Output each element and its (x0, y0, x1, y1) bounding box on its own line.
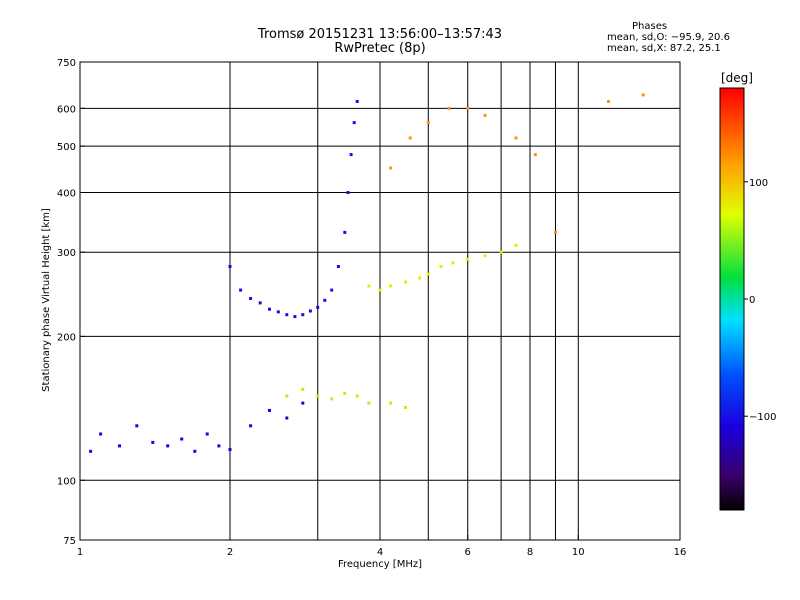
colorbar-tick-label: 0 (749, 295, 755, 306)
echo-point (151, 440, 155, 444)
chart-title: Tromsø 20151231 13:56:00–13:57:43 (257, 27, 503, 42)
echo-point (355, 100, 359, 103)
echo-point (466, 106, 470, 110)
colorbar-tick-label: −100 (749, 412, 776, 423)
echo-point (89, 449, 93, 453)
phase-stats-title: Phases (632, 21, 668, 32)
echo-point (193, 449, 197, 453)
echo-point (285, 394, 289, 398)
y-tick-label: 500 (57, 142, 76, 153)
echo-point (404, 406, 407, 409)
echo-point (367, 284, 371, 288)
phase-stats-o: mean, sd,O: −95.9, 20.6 (607, 32, 730, 43)
x-tick-label: 4 (377, 547, 383, 558)
echo-point (404, 280, 407, 284)
y-tick-label: 750 (57, 58, 76, 69)
echo-point (554, 230, 557, 234)
echo-point (378, 288, 382, 292)
echo-point (607, 100, 610, 103)
colorbar-tick-label: 100 (749, 178, 768, 189)
x-axis: 1 2 4 6 8 10 16 (77, 535, 687, 558)
echo-point (135, 424, 139, 428)
echo-point (276, 310, 280, 314)
y-axis: 75 100 200 300 400 500 600 750 (57, 58, 85, 547)
echo-point (301, 313, 305, 317)
x-tick-label: 8 (527, 547, 533, 558)
echo-point (439, 265, 443, 268)
echo-point (499, 250, 503, 254)
y-tick-label: 100 (57, 476, 76, 487)
echo-point (118, 444, 121, 448)
x-tick-label: 6 (465, 547, 471, 558)
echo-point (349, 153, 353, 157)
echo-point (293, 315, 297, 319)
echo-point (514, 243, 518, 247)
echo-point (308, 309, 312, 313)
echo-point (258, 301, 262, 305)
echo-point (426, 272, 430, 276)
echo-point (330, 288, 334, 292)
colorbar-ticks: 100 0 −100 (744, 178, 776, 423)
echo-point (205, 432, 209, 436)
echo-point (418, 276, 421, 280)
grid-layer (80, 62, 680, 540)
echo-point (426, 121, 430, 125)
echo-point (285, 416, 289, 420)
y-tick-label: 300 (57, 248, 76, 259)
echo-point (389, 166, 393, 170)
echo-point (483, 254, 487, 258)
x-tick-label: 16 (674, 547, 687, 558)
x-tick-label: 2 (227, 547, 233, 558)
phase-stats-x: mean, sd,X: 87.2, 25.1 (607, 43, 721, 54)
echo-point (228, 265, 232, 268)
echo-point (316, 394, 320, 398)
echo-point (336, 265, 340, 268)
echo-point (99, 432, 103, 436)
echo-point (343, 230, 347, 234)
echo-point (466, 257, 470, 261)
echo-point (343, 391, 347, 395)
echo-point (355, 394, 359, 398)
colorbar (719, 87, 745, 511)
echo-point (301, 401, 305, 405)
echo-point (239, 288, 243, 292)
echo-point (217, 444, 221, 448)
echo-point (408, 136, 412, 140)
y-tick-label: 600 (57, 104, 76, 115)
echo-point (447, 106, 451, 110)
y-axis-label: Stationary phase Virtual Height [km] (41, 208, 52, 392)
chart-subtitle: RwPretec (8p) (334, 41, 426, 56)
echo-point (330, 397, 334, 401)
echo-point (285, 313, 289, 317)
echo-point (316, 305, 320, 309)
echo-point (166, 444, 170, 448)
echo-point (346, 191, 350, 194)
echo-point (323, 298, 327, 302)
y-tick-label: 200 (57, 332, 76, 343)
points-layer (89, 93, 645, 453)
y-tick-label: 75 (63, 536, 76, 547)
x-tick-label: 10 (572, 547, 585, 558)
echo-point (180, 437, 184, 441)
echo-point (352, 121, 356, 125)
x-tick-label: 1 (77, 547, 83, 558)
echo-point (451, 261, 455, 265)
echo-point (641, 93, 645, 97)
echo-point (249, 424, 253, 428)
x-axis-label: Frequency [MHz] (338, 559, 422, 570)
echo-point (367, 401, 371, 405)
echo-point (389, 401, 393, 405)
colorbar-unit-label: [deg] (721, 71, 753, 85)
echo-point (533, 153, 537, 157)
echo-point (268, 408, 271, 412)
echo-point (301, 387, 305, 391)
echo-point (514, 136, 518, 140)
echo-point (268, 307, 271, 311)
echo-point (389, 284, 393, 288)
echo-point (249, 297, 253, 300)
echo-point (483, 113, 487, 117)
echo-point (228, 448, 232, 451)
y-tick-label: 400 (57, 188, 76, 199)
